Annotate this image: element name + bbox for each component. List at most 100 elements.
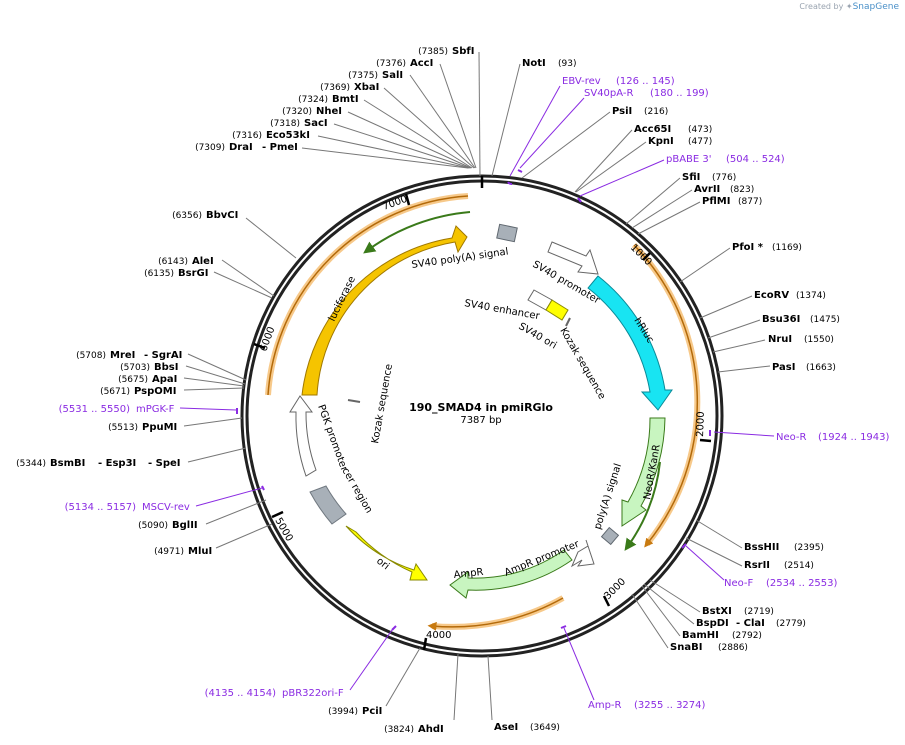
- pos-saci: (7318): [270, 119, 300, 129]
- credit-brand: SnapGene: [852, 2, 899, 12]
- label-cer: cer region: [339, 466, 374, 515]
- primer-ebv: EBV-rev: [562, 76, 601, 87]
- feature-pgk: [289, 395, 317, 477]
- feature-cer: [309, 485, 347, 525]
- label-pgk: PGK promoter: [315, 403, 350, 473]
- leader-rsrii: [685, 537, 743, 567]
- leader-drai: [301, 147, 469, 169]
- pos-clai: (2779): [776, 619, 806, 629]
- mark-mscv: [261, 485, 265, 491]
- label-kozak-left: Kozak sequence: [370, 363, 395, 444]
- neo-thin-arrow: [624, 461, 661, 551]
- pos-bstxi: (2719): [744, 607, 774, 617]
- mark-ampr: [560, 625, 567, 629]
- leader-eco53ki: [317, 135, 470, 169]
- primer-mpgk-pos: (5531 .. 5550): [59, 404, 131, 415]
- enzyme-bmti: BmtI: [332, 94, 359, 105]
- pos-avrii: (823): [730, 185, 754, 195]
- feature-sv40pa-box: [496, 223, 518, 243]
- pos-bbvci: (6356): [172, 211, 202, 221]
- enzyme-kpni: KpnI: [648, 136, 674, 147]
- primer-neof: Neo-F: [724, 578, 754, 589]
- feature-hrluc: [587, 275, 673, 411]
- pos-mlui: (4971): [154, 547, 184, 557]
- tick-label-3000: 3000: [602, 576, 628, 602]
- enzyme-nhei: NheI: [316, 106, 342, 117]
- pos-pcii: (3994): [328, 707, 358, 717]
- pos-drai: (7309): [195, 143, 225, 153]
- primer-sv40pa: SV40pA-R: [584, 88, 633, 99]
- leader-avrii: [631, 189, 693, 229]
- enzyme-ppumi: PpuMI: [142, 422, 177, 433]
- leader-pfoi: [679, 247, 731, 283]
- pos-sfii: (776): [712, 173, 736, 183]
- enzyme-pmei: - PmeI: [262, 142, 298, 153]
- pos-ecorv: (1374): [796, 291, 826, 301]
- enzyme-clai: - ClaI: [736, 618, 765, 629]
- pos-pfoi: (1169): [772, 243, 802, 253]
- tick-1000: [642, 252, 651, 261]
- leader-sbfi: [478, 51, 481, 177]
- primer-neof-pos: (2534 .. 2553): [766, 578, 838, 589]
- pleader-mscv: [195, 487, 263, 507]
- tick-6000: [253, 342, 266, 350]
- enzyme-psii: PsiI: [612, 106, 632, 117]
- leader-asei: [487, 655, 493, 721]
- leader-bglii: [205, 499, 267, 525]
- primer-leader-lines: [179, 85, 775, 701]
- leader-xbai: [383, 87, 475, 169]
- primer-sv40pa-pos: (180 .. 199): [650, 88, 709, 99]
- tick-5000: [271, 510, 284, 519]
- leader-mrei: [187, 353, 247, 381]
- leader-sali: [409, 74, 476, 169]
- pos-noti: (93): [558, 59, 576, 69]
- pos-nhei: (7320): [282, 107, 312, 117]
- enzyme-bamhi: BamHI: [682, 630, 719, 641]
- plasmid-name: 190_SMAD4 in pmiRGlo: [409, 401, 553, 414]
- pos-pasi: (1663): [806, 363, 836, 373]
- enzyme-acci: AccI: [410, 58, 433, 69]
- enzyme-sali: SalI: [382, 70, 403, 81]
- feature-sv40ori: [545, 299, 569, 321]
- pos-sbfi: (7385): [418, 47, 448, 57]
- pos-psii: (216): [644, 107, 668, 117]
- pos-rsrii: (2514): [784, 561, 814, 571]
- pos-xbai: (7369): [320, 83, 350, 93]
- enzyme-sbfi: SbfI: [452, 46, 474, 57]
- feature-ori: [345, 525, 428, 581]
- leader-acc65i: [574, 129, 633, 193]
- enzyme-pcii: PciI: [362, 706, 382, 717]
- enzyme-pasi: PasI: [772, 362, 795, 373]
- mark-sv40pa: [517, 169, 523, 173]
- pos-snabi: (2886): [718, 643, 748, 653]
- enzyme-bsmbi: BsmBI: [50, 458, 85, 469]
- leader-bsrgi: [213, 271, 273, 299]
- feature-kozak-left: [347, 399, 361, 403]
- pleader-neor: [713, 431, 775, 437]
- enzyme-avrii: AvrII: [694, 184, 720, 195]
- pos-bbsi: (5703): [120, 363, 150, 373]
- leader-bbvci: [245, 217, 297, 259]
- leader-acci: [439, 63, 477, 169]
- pos-apai: (5675): [118, 375, 148, 385]
- enzyme-eco53ki: Eco53kI: [266, 130, 310, 141]
- orf-arc-left-line: [267, 195, 469, 396]
- leader-bsshii: [695, 519, 743, 549]
- pos-nrui: (1550): [804, 335, 834, 345]
- feature-sv40prom: [547, 241, 599, 275]
- enzyme-rsrii: RsrII: [744, 560, 770, 571]
- pleader-mpgk: [179, 407, 237, 411]
- pos-asei: (3649): [530, 723, 560, 733]
- pos-sali: (7375): [348, 71, 378, 81]
- pos-bsu36i: (1475): [810, 315, 840, 325]
- pleader-pbr: [349, 629, 393, 691]
- enzyme-bsu36i: Bsu36I: [762, 314, 800, 325]
- plasmid-length: 7387 bp: [460, 415, 501, 426]
- primer-mscv-pos: (5134 .. 5157): [65, 502, 137, 513]
- snapgene-credit: Created by ✦SnapGene: [799, 2, 899, 12]
- leader-noti: [491, 63, 521, 177]
- leader-ppumi: [183, 417, 243, 427]
- leader-lines: [183, 51, 771, 721]
- pos-bmti: (7324): [298, 95, 328, 105]
